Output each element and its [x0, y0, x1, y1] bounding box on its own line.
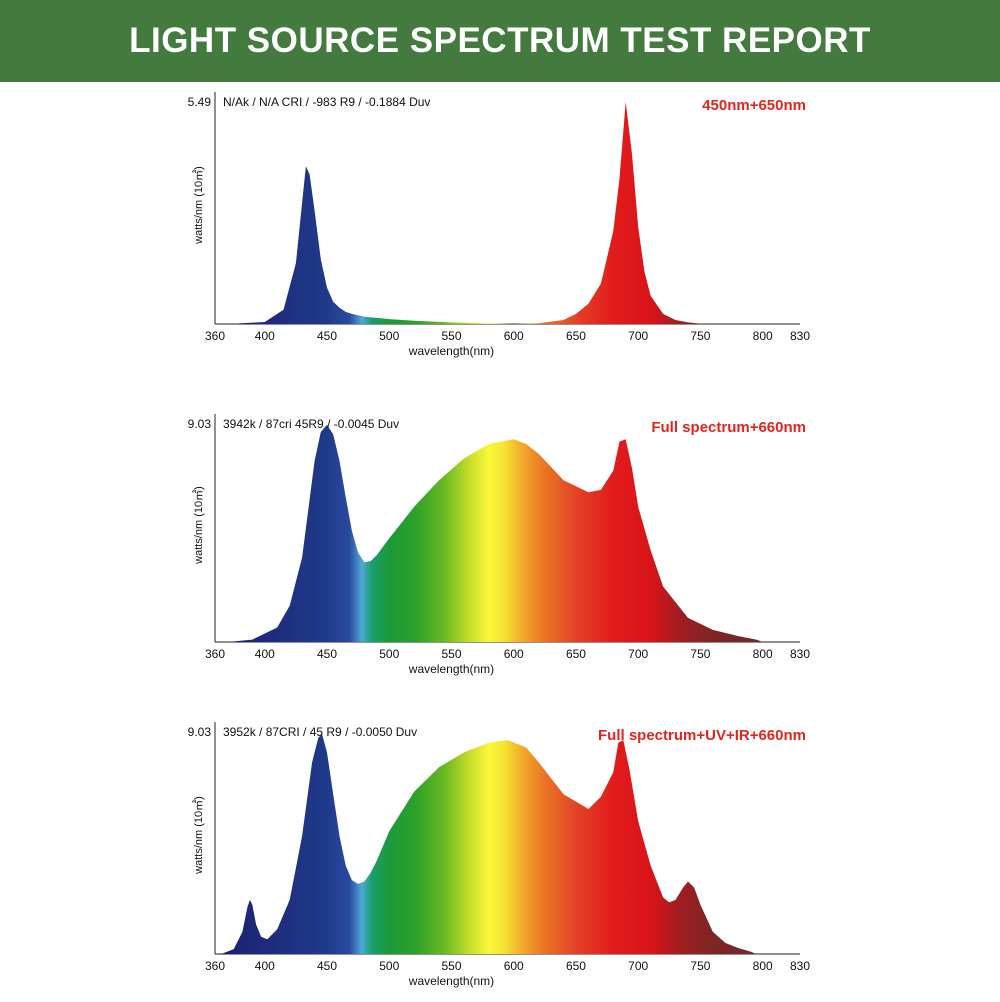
- x-tick-label: 600: [504, 329, 524, 343]
- x-tick-label: 550: [441, 959, 461, 973]
- x-tick-label: 750: [690, 329, 710, 343]
- y-axis-label: watts/nm (10㎡): [192, 486, 205, 565]
- y-max-label: 9.03: [188, 725, 212, 739]
- x-tick-label: 700: [628, 959, 648, 973]
- x-tick-label: 360: [205, 647, 225, 661]
- x-tick-label: 500: [379, 959, 399, 973]
- x-tick-label: 360: [205, 329, 225, 343]
- report-title: LIGHT SOURCE SPECTRUM TEST REPORT: [129, 21, 871, 60]
- x-tick-label: 550: [441, 647, 461, 661]
- x-tick-label: 650: [566, 959, 586, 973]
- spectrum-chart-full-uv-ir-660: 360 400 450 500 550 600 650 700 750 800 830 wavelen…: [0, 712, 1000, 1002]
- x-axis-label: wavelength(nm): [408, 974, 494, 988]
- chart-annotation: 3952k / 87CRI / 45 R9 / -0.0050 Duv: [223, 725, 417, 739]
- series-label: Full spectrum+UV+IR+660nm: [598, 727, 806, 744]
- x-tick-label: 650: [566, 329, 586, 343]
- x-tick-label: 400: [255, 959, 275, 973]
- x-tick-label: 600: [504, 647, 524, 661]
- x-tick-label: 650: [566, 647, 586, 661]
- y-axis-label: watts/nm (10㎡): [192, 796, 205, 875]
- chart-annotation: 3942k / 87cri 45R9 / -0.0045 Duv: [223, 417, 399, 431]
- spectrum-chart-450-650: 360 400 450 500 550 600 650 700 750 800 830 wavelen…: [0, 90, 1000, 380]
- y-max-label: 9.03: [188, 417, 212, 431]
- x-tick-label: 400: [255, 329, 275, 343]
- x-tick-label: 550: [441, 329, 461, 343]
- x-tick-label: 750: [690, 959, 710, 973]
- x-tick-label: 450: [317, 329, 337, 343]
- x-tick-label: 700: [628, 647, 648, 661]
- x-tick-label: 800: [753, 959, 773, 973]
- spectrum-area: [227, 424, 763, 642]
- x-tick-label: 830: [790, 329, 810, 343]
- spectrum-chart-full-660: 360 400 450 500 550 600 650 700 750 800 830 wavelen…: [0, 402, 1000, 692]
- x-tick-label: 750: [690, 647, 710, 661]
- title-banner: LIGHT SOURCE SPECTRUM TEST REPORT: [0, 0, 1000, 82]
- x-axis-label: wavelength(nm): [408, 344, 494, 358]
- spectrum-area: [227, 102, 713, 324]
- x-tick-label: 700: [628, 329, 648, 343]
- x-tick-label: 600: [504, 959, 524, 973]
- x-tick-label: 500: [379, 329, 399, 343]
- x-tick-label: 830: [790, 647, 810, 661]
- x-tick-label: 830: [790, 959, 810, 973]
- x-axis-label: wavelength(nm): [408, 662, 494, 676]
- x-tick-label: 500: [379, 647, 399, 661]
- x-tick-label: 450: [317, 647, 337, 661]
- series-label: Full spectrum+660nm: [651, 419, 806, 436]
- series-label: 450nm+650nm: [702, 97, 806, 114]
- chart-svg: 360 400 450 500 550 600 650 700 750 800 830 wavelen…: [188, 414, 810, 676]
- x-tick-label: 800: [753, 647, 773, 661]
- chart-svg: 360 400 450 500 550 600 650 700 750 800 830 wavelen…: [188, 92, 810, 358]
- chart-svg: 360 400 450 500 550 600 650 700 750 800 830 wavelen…: [188, 722, 810, 988]
- spectrum-area: [221, 734, 757, 954]
- x-tick-label: 800: [753, 329, 773, 343]
- x-tick-label: 360: [205, 959, 225, 973]
- x-tick-label: 450: [317, 959, 337, 973]
- x-tick-label: 400: [255, 647, 275, 661]
- y-axis-label: watts/nm (10㎡): [192, 166, 205, 245]
- chart-annotation: N/Ak / N/A CRI / -983 R9 / -0.1884 Duv: [223, 95, 430, 109]
- y-max-label: 5.49: [188, 95, 212, 109]
